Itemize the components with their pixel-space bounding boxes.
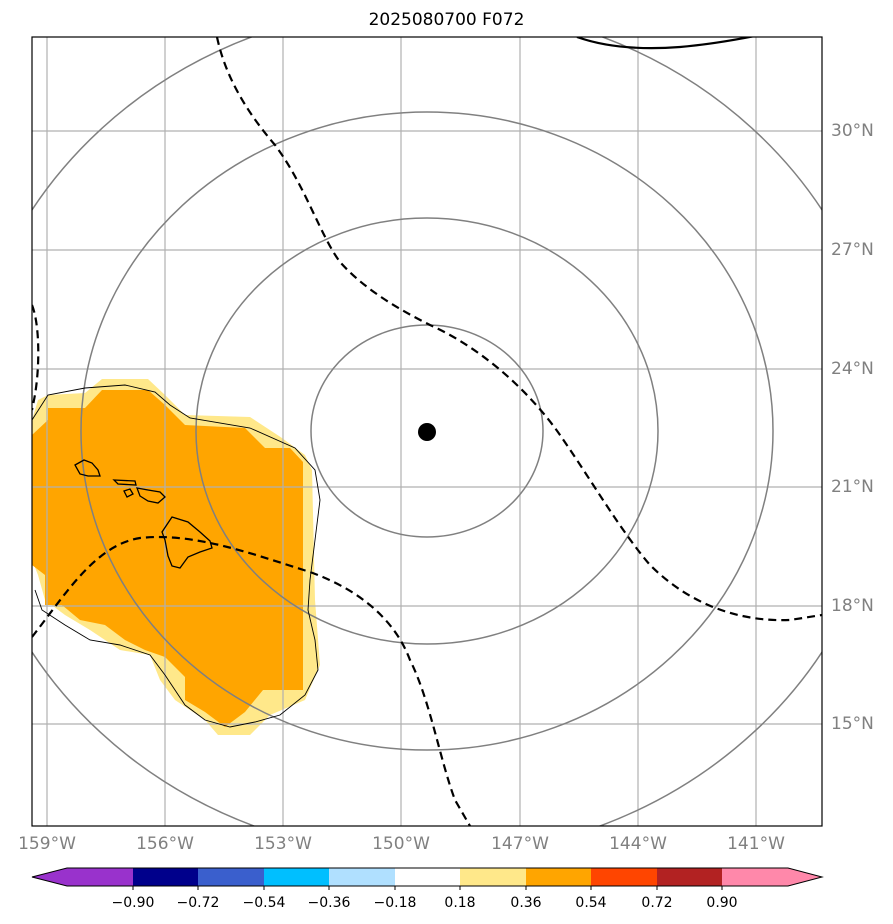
colorbar-level-label: −0.36 [307, 895, 351, 911]
lat-tick-label: 21°N [831, 477, 874, 497]
colorbar-segment [657, 868, 722, 886]
lat-tick-label: 30°N [831, 121, 874, 141]
colorbar-extend-low [32, 868, 67, 886]
colorbar-segment [264, 868, 329, 886]
lon-tick-label: 141°W [727, 834, 785, 854]
map-frame [31, 36, 823, 827]
lat-tick-label: 15°N [831, 714, 874, 734]
colorbar-segment [460, 868, 526, 886]
hawaii-coastline [74, 459, 213, 569]
colorbar-level-label: −0.72 [176, 895, 220, 911]
colorbar-level-label: 0.18 [444, 895, 476, 911]
lon-tick-label: 144°W [609, 834, 667, 854]
colorbar-segment [526, 868, 591, 886]
colorbar-segment [395, 868, 460, 886]
colorbar-level-label: 0.54 [575, 895, 607, 911]
lat-tick-label: 27°N [831, 240, 874, 260]
colorbar-extend-high [788, 868, 822, 886]
colorbar-segment [329, 868, 395, 886]
colorbar-outline [31, 867, 824, 887]
colorbar-level-label: −0.90 [111, 895, 155, 911]
range-rings [32, 37, 822, 826]
colorbar-level-label: 0.36 [510, 895, 542, 911]
lon-tick-label: 147°W [491, 834, 549, 854]
lon-tick-label: 150°W [372, 834, 430, 854]
colorbar-segment [722, 868, 788, 886]
colorbar-level-label: 0.90 [706, 895, 738, 911]
lon-tick-label: 159°W [18, 834, 76, 854]
lat-tick-label: 24°N [831, 359, 874, 379]
colorbar-segment [198, 868, 264, 886]
colorbar-segment [67, 868, 133, 886]
page-title: 2025080700 F072 [368, 10, 525, 30]
storm-center-dot [418, 423, 436, 441]
colorbar [31, 867, 824, 890]
lat-tick-label: 18°N [831, 596, 874, 616]
graticule [32, 37, 822, 826]
solid-contour [576, 37, 756, 50]
colorbar-segment [591, 868, 657, 886]
colorbar-level-label: 0.72 [641, 895, 673, 911]
lon-tick-label: 153°W [254, 834, 312, 854]
lon-tick-label: 156°W [136, 834, 194, 854]
region-outline [32, 384, 321, 728]
colorbar-level-label: −0.18 [373, 895, 417, 911]
colorbar-level-label: −0.54 [242, 895, 286, 911]
dashed-contours [32, 37, 822, 826]
colorbar-segment [133, 868, 198, 886]
